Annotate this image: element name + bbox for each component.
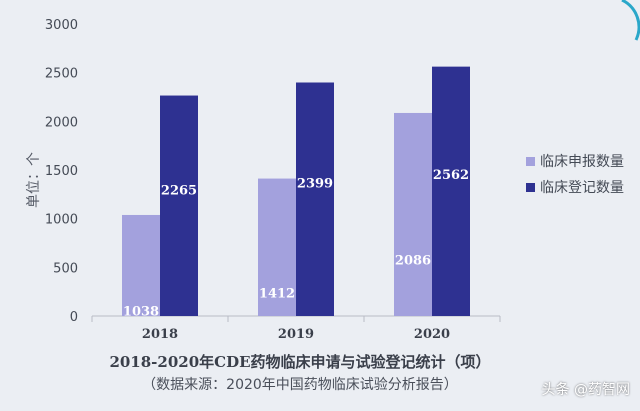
bar-chart: 0 500 1000 1500 2000 2500 3000 2018 2019 2020 10…	[26, 18, 624, 342]
bar-2020-application	[394, 112, 432, 316]
bar-2020-registration	[432, 66, 470, 316]
x-tick-label: 2018	[142, 327, 178, 342]
y-tick-label: 3000	[45, 18, 78, 33]
y-tick-label: 500	[53, 261, 78, 276]
data-label: 2562	[433, 168, 469, 183]
decorative-arc	[621, 0, 640, 41]
legend-swatch	[526, 183, 535, 192]
y-axis: 0 500 1000 1500 2000 2500 3000	[45, 18, 78, 325]
x-tick-label: 2019	[278, 327, 314, 342]
legend-label: 临床登记数量	[540, 180, 624, 196]
legend-label: 临床申报数量	[540, 154, 624, 170]
chart-title: 2018-2020年CDE药物临床申请与试验登记统计（项）	[109, 353, 491, 371]
y-axis-label: 单位：个	[26, 152, 42, 208]
bar-2018-registration	[160, 95, 198, 316]
data-label: 1038	[123, 304, 159, 319]
chart-subtitle: （数据来源：2020年中国药物临床试验分析报告）	[142, 377, 458, 393]
bar-2019-registration	[296, 82, 334, 316]
data-label: 2399	[297, 177, 333, 192]
y-tick-label: 2500	[45, 67, 78, 82]
data-label: 2086	[395, 253, 431, 268]
bars: 1038 2265 1412 2399 2086 2562	[122, 66, 470, 319]
y-tick-label: 1500	[45, 164, 78, 179]
y-tick-label: 0	[70, 310, 78, 325]
bar-2018-application	[122, 214, 160, 316]
data-label: 2265	[161, 184, 197, 199]
x-tick-label: 2020	[414, 327, 450, 342]
x-axis: 2018 2019 2020	[91, 315, 501, 342]
data-label: 1412	[259, 286, 295, 301]
legend-swatch	[526, 157, 535, 166]
y-tick-label: 2000	[45, 115, 78, 130]
bar-2019-application	[258, 178, 296, 316]
y-tick-label: 1000	[45, 213, 78, 228]
watermark: 头条 @药智网	[541, 382, 630, 398]
